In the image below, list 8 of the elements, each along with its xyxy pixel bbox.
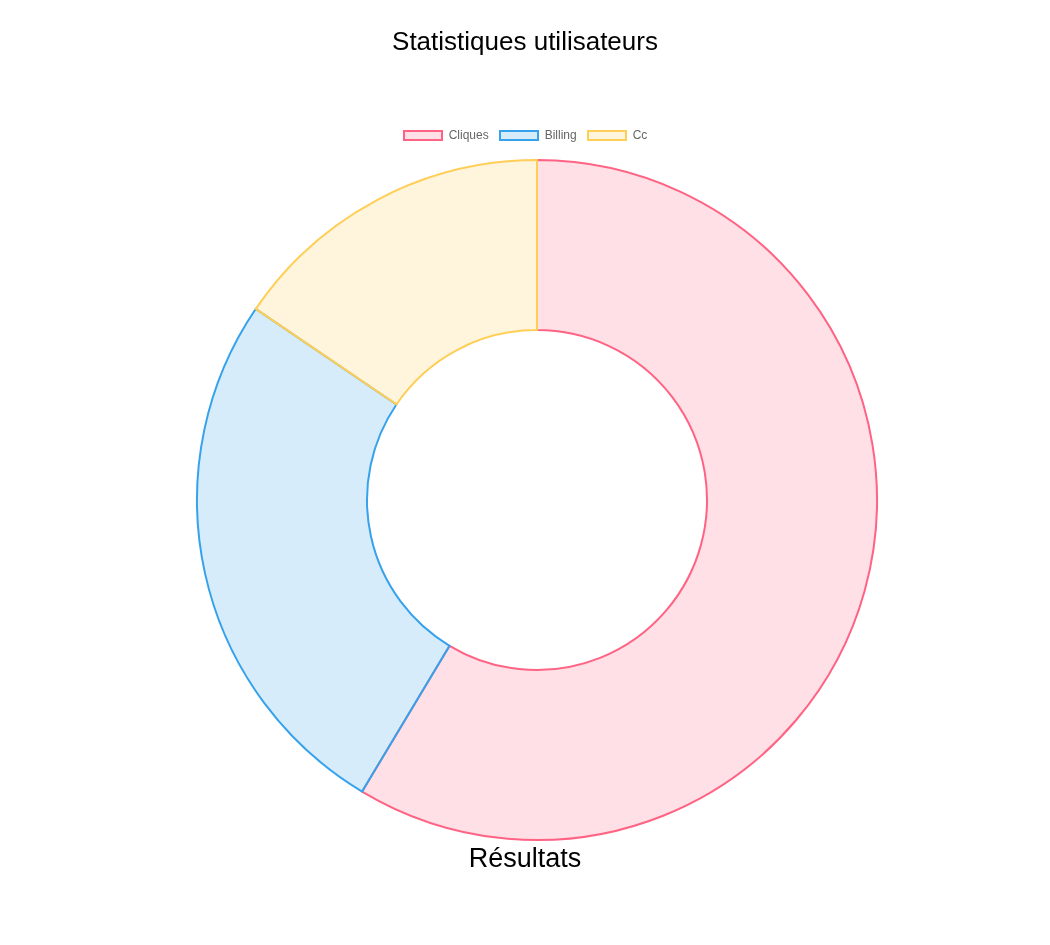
legend-label: Cc	[632, 128, 648, 142]
legend-label: Cliques	[448, 128, 489, 142]
legend-label: Billing	[544, 128, 577, 142]
chart-title: Statistiques utilisateurs	[391, 26, 659, 57]
text: Résultats	[467, 843, 583, 874]
donut-slice	[361, 159, 878, 841]
donut-slice	[254, 159, 538, 406]
donut-slice	[196, 307, 451, 793]
